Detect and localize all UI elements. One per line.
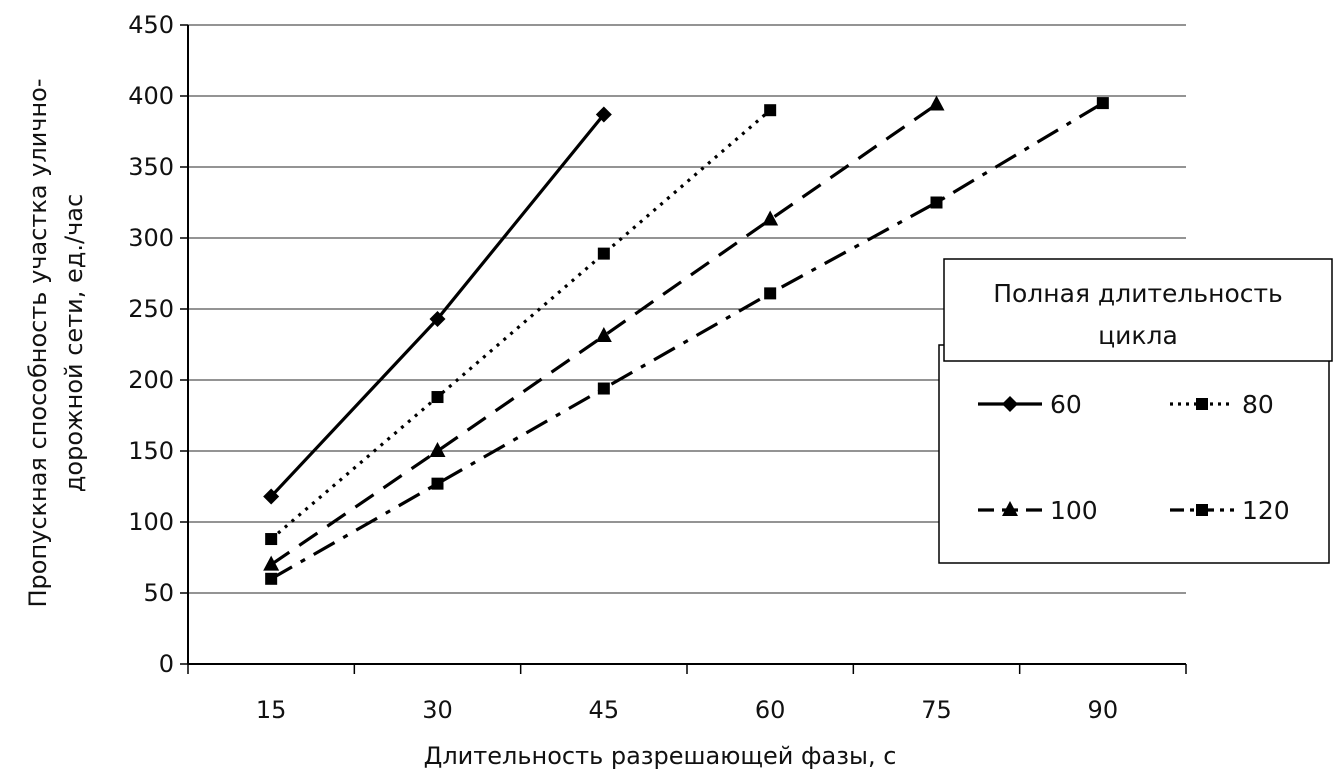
legend: Полная длительность цикла 60 80 100 120 [938,258,1333,564]
data-point [928,95,945,111]
legend-title-line-2: цикла [1098,321,1178,350]
x-tick-label: 60 [755,696,786,724]
y-axis-title: Пропускная способность участка улично- д… [24,78,88,607]
y-tick-label: 300 [128,224,174,252]
data-point [595,106,612,123]
series-group [263,95,1109,585]
legend-label-100: 100 [1050,496,1098,525]
data-point [429,310,446,327]
x-tick-labels: 15 30 45 60 75 90 [256,696,1118,724]
legend-title-line-1: Полная длительность [993,279,1283,308]
axes [180,24,1187,674]
legend-label-80: 80 [1242,390,1274,419]
series-line-120 [270,101,1104,581]
y-axis-title-line-1: Пропускная способность участка улично- [24,78,52,607]
data-point [930,196,943,209]
data-point [597,382,610,395]
data-point [431,391,444,404]
data-point [1096,97,1109,110]
y-tick-label: 200 [128,366,174,394]
legend-marker-120 [1196,504,1208,516]
legend-item-100: 100 [978,496,1098,525]
series-120 [265,97,1109,585]
data-point [597,247,610,260]
series-line-80 [270,108,772,541]
data-point [764,104,777,117]
gridlines [188,24,1186,594]
data-point [265,572,278,585]
x-tick-label: 90 [1088,696,1119,724]
legend-marker-60 [1002,396,1018,412]
y-tick-label: 250 [128,295,174,323]
legend-title-box [943,258,1333,362]
y-tick-label: 0 [159,650,174,678]
y-tick-label: 100 [128,508,174,536]
y-tick-labels: 0 50 100 150 200 250 300 350 400 450 [128,11,174,678]
data-point [263,555,280,571]
y-tick-label: 450 [128,11,174,39]
legend-label-120: 120 [1242,496,1290,525]
y-tick-label: 350 [128,153,174,181]
series-line-60 [269,113,606,498]
legend-label-60: 60 [1050,390,1082,419]
data-point [265,533,278,546]
data-point [431,477,444,490]
data-point [764,287,777,300]
legend-item-80: 80 [1170,390,1274,419]
legend-box [938,344,1330,564]
x-axis-title: Длительность разрешающей фазы, с [424,742,897,770]
x-tick-label: 30 [422,696,453,724]
data-point [595,326,612,342]
legend-items: 60 80 100 120 [978,390,1290,525]
series-60 [263,106,612,505]
y-tick-label: 150 [128,437,174,465]
data-point [429,442,446,457]
data-point [263,488,280,505]
x-tick-label: 75 [921,696,952,724]
x-tick-label: 15 [256,696,287,724]
legend-marker-80 [1196,398,1208,410]
legend-marker-100 [1002,501,1018,516]
series-80 [265,104,777,546]
legend-item-60: 60 [978,390,1082,419]
x-tick-label: 45 [589,696,620,724]
y-tick-label: 50 [143,579,174,607]
legend-item-120: 120 [1170,496,1290,525]
series-100 [263,95,945,571]
y-tick-label: 400 [128,82,174,110]
y-axis-title-line-2: дорожной сети, ед./час [60,194,88,492]
data-point [762,210,779,226]
